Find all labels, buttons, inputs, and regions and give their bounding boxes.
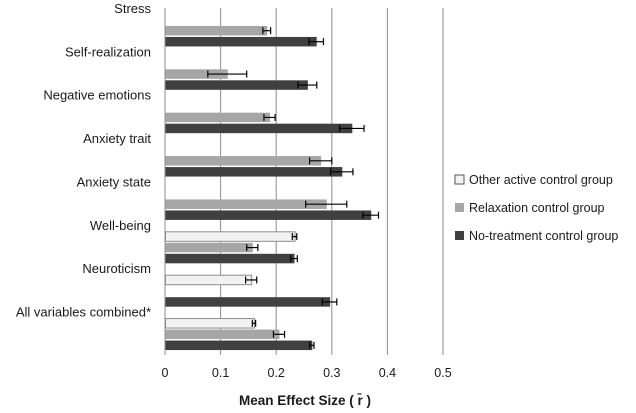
- x-tick-label: 0: [162, 366, 169, 380]
- category-label: Well-being: [90, 218, 151, 233]
- bars-layer: [165, 25, 372, 351]
- bar: [165, 318, 255, 329]
- bar: [165, 242, 253, 253]
- x-tick-label: 0.4: [379, 366, 396, 380]
- category-labels-layer: Stress Self-realization Negative emotions A…: [16, 1, 152, 320]
- error-bars-layer: [207, 27, 380, 349]
- axis-layer: 0 0.1 0.2 0.3 0.4 0.5: [162, 8, 452, 380]
- category-label: Stress: [114, 1, 151, 16]
- bar: [165, 329, 280, 340]
- x-axis-title: Mean Effect Size ( r̄ ): [239, 393, 371, 408]
- x-tick-label: 0.1: [212, 366, 229, 380]
- legend-swatch: [455, 231, 464, 240]
- category-label: Anxiety state: [77, 174, 151, 189]
- x-tick-label: 0.3: [323, 366, 340, 380]
- category-label: Anxiety trait: [83, 131, 151, 146]
- category-label: Negative emotions: [43, 88, 151, 103]
- bar: [165, 25, 268, 36]
- category-label: All variables combined*: [16, 305, 151, 320]
- legend: Other active control group Relaxation con…: [454, 173, 618, 243]
- bar: [165, 123, 353, 134]
- bar: [165, 167, 343, 177]
- bar: [165, 199, 327, 209]
- legend-label: No-treatment control group: [469, 229, 618, 243]
- bar: [165, 231, 296, 242]
- bar: [165, 253, 295, 264]
- legend-swatch: [455, 203, 464, 212]
- bar: [165, 297, 331, 307]
- bar: [165, 274, 253, 286]
- x-tick-label: 0.2: [268, 366, 285, 380]
- category-label: Self-realization: [65, 44, 151, 59]
- bar: [165, 80, 308, 90]
- bar: [165, 340, 313, 351]
- legend-swatch: [454, 174, 465, 185]
- legend-label: Other active control group: [469, 173, 613, 187]
- bar: [165, 36, 317, 47]
- x-tick-label: 0.5: [434, 366, 451, 380]
- legend-label: Relaxation control group: [469, 201, 605, 215]
- category-label: Neuroticism: [82, 261, 151, 276]
- bar: [165, 210, 372, 220]
- bar: [165, 156, 322, 166]
- bar: [165, 112, 271, 123]
- grid-layer: [220, 8, 444, 355]
- bar: [165, 69, 228, 79]
